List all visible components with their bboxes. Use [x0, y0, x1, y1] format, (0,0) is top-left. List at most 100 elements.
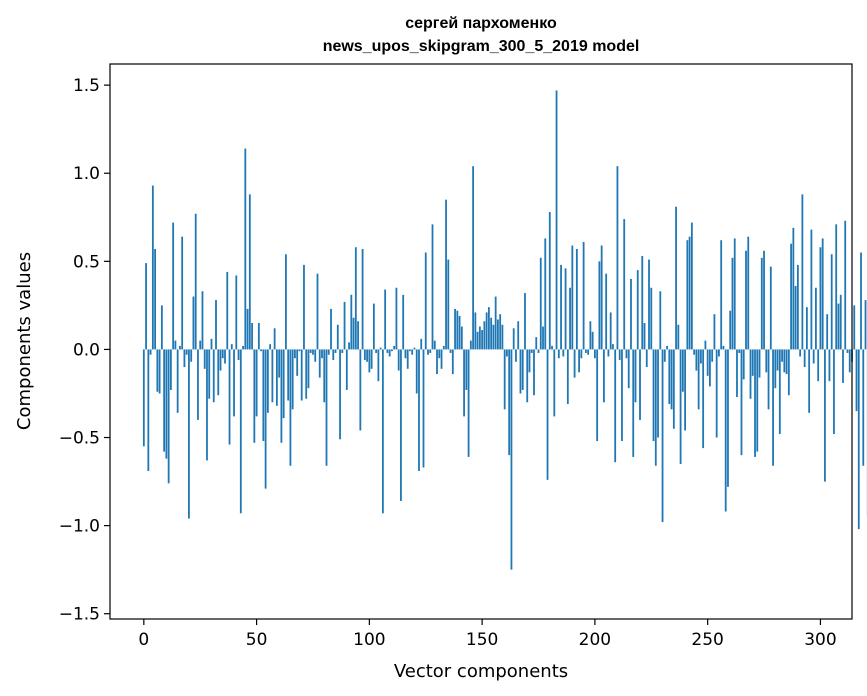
bar [226, 271, 229, 350]
bar [436, 349, 438, 375]
bar [616, 166, 619, 350]
bar [853, 305, 856, 350]
bar [156, 349, 159, 392]
bar [397, 349, 400, 371]
bar [212, 349, 215, 403]
bar [584, 349, 587, 353]
bar [828, 349, 831, 382]
bar [605, 273, 608, 350]
y-axis: −1.5 −1.0 −0.5 0.0 0.5 1.0 1.5 [59, 76, 110, 625]
bar [684, 349, 686, 431]
bar [603, 349, 605, 403]
bar [309, 349, 312, 353]
y-tick-label: 0.5 [73, 252, 100, 272]
bar [463, 349, 465, 417]
bar [652, 349, 655, 442]
bar [149, 349, 152, 355]
bar [769, 266, 772, 350]
bar [465, 349, 468, 390]
bar [467, 349, 470, 457]
bar [636, 270, 639, 350]
bar [442, 345, 445, 350]
y-axis-label: Components values [14, 252, 35, 430]
bar [864, 300, 867, 350]
bar [738, 349, 741, 353]
bar [560, 264, 562, 350]
bar [154, 249, 156, 350]
bar [145, 263, 147, 350]
bar [778, 349, 781, 434]
bar [422, 349, 425, 468]
bar [578, 349, 580, 373]
bar [280, 349, 283, 443]
bar [679, 349, 682, 464]
bar [251, 323, 253, 350]
bar [375, 349, 378, 353]
bar [377, 349, 380, 382]
bar [781, 349, 783, 362]
bar [411, 349, 414, 355]
bar [194, 213, 197, 350]
bar [203, 349, 206, 369]
bar [754, 349, 756, 457]
bar [661, 349, 664, 523]
bar [695, 349, 698, 371]
bar [163, 349, 166, 452]
bar [370, 349, 373, 369]
bar [334, 349, 337, 353]
bar [341, 349, 344, 353]
bar [483, 321, 486, 350]
bar [321, 349, 323, 359]
bar [282, 349, 285, 419]
bar [174, 340, 177, 350]
bar [478, 326, 481, 350]
bar [790, 243, 792, 350]
bar [715, 349, 718, 438]
bar [142, 349, 145, 447]
bar [499, 314, 502, 350]
bar [666, 345, 668, 350]
bar [855, 349, 858, 412]
bar [260, 349, 262, 352]
bar [235, 275, 238, 350]
bar [702, 349, 705, 449]
y-tick-label: 1.5 [73, 76, 100, 96]
bar [345, 349, 348, 390]
x-axis-label: Vector components [394, 661, 568, 682]
bar [760, 257, 763, 350]
bar [539, 257, 542, 350]
bar [413, 347, 416, 350]
bar [460, 326, 463, 350]
bar [348, 342, 350, 350]
bar [402, 294, 405, 350]
bar [368, 349, 371, 373]
bar [589, 321, 592, 350]
bar [456, 310, 459, 350]
bar [648, 259, 650, 350]
bar [837, 303, 840, 350]
bar [409, 349, 411, 352]
bar [361, 249, 364, 350]
bar [670, 349, 673, 410]
bar [713, 314, 716, 350]
bar [668, 349, 671, 405]
y-tick-label: −1.0 [59, 517, 100, 537]
bar [519, 349, 522, 394]
bar [393, 345, 396, 350]
bar [386, 349, 389, 353]
bar [758, 349, 761, 378]
bar [634, 349, 637, 403]
bar [160, 305, 163, 350]
bar [372, 303, 375, 350]
x-tick-label: 250 [691, 630, 723, 650]
bar [593, 349, 596, 359]
x-tick-label: 100 [353, 630, 385, 650]
bar [192, 296, 195, 350]
bar [210, 338, 213, 350]
bar [517, 321, 520, 350]
bar [557, 349, 560, 359]
bar [445, 199, 447, 350]
bar [294, 349, 296, 359]
bar [233, 349, 235, 417]
